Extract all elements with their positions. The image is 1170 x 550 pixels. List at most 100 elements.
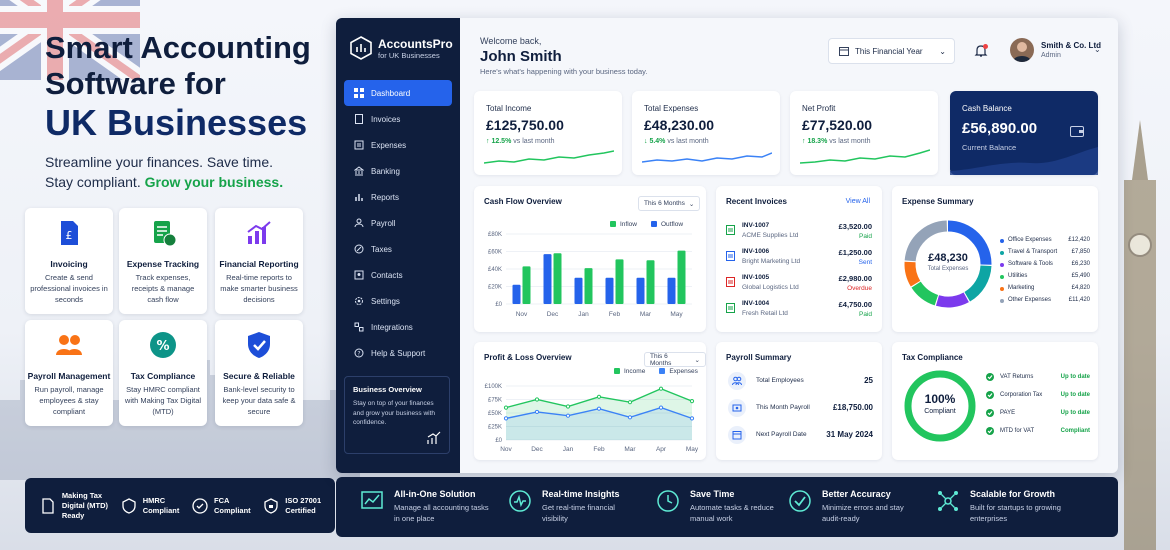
notifications-button[interactable] (974, 44, 988, 58)
check-icon (986, 427, 994, 435)
user-icon (354, 218, 364, 228)
x-tick-label: May (670, 311, 683, 318)
sidebar-item-help[interactable]: ? Help & Support (344, 340, 452, 366)
pnl-legend: Income Expenses (614, 368, 698, 375)
sidebar-item-invoices[interactable]: Invoices (344, 106, 452, 132)
badge-fca: FCA Compliant (191, 496, 251, 516)
expense-category: Software & Tools (1008, 261, 1053, 267)
y-tick-label: £60K (488, 250, 502, 256)
income-sparkline (484, 150, 614, 164)
invoice-row[interactable]: INV-1006 Bright Marketing Ltd £1,250.00 Sen… (726, 248, 872, 274)
invoice-doc-icon (726, 303, 735, 313)
x-tick-label: Dec (531, 446, 543, 453)
y-tick-label: £25K (488, 425, 502, 431)
avatar[interactable] (1010, 38, 1034, 62)
expense-amount: £7,850 (1071, 249, 1090, 255)
hero-title-accent: UK Businesses (45, 102, 308, 143)
growth-chart-icon (427, 431, 441, 444)
expense-amount: £4,820 (1071, 285, 1090, 291)
period-select[interactable]: This Financial Year ⌄ (828, 38, 955, 64)
calendar-icon (732, 431, 742, 440)
view-all-link[interactable]: View All (845, 198, 870, 205)
legend-dot (1000, 299, 1004, 303)
bar-inflow (584, 268, 593, 304)
file-icon (355, 114, 363, 124)
point-income (534, 397, 540, 402)
wallet-icon (1070, 126, 1084, 137)
invoice-id: INV-1007 (742, 222, 770, 229)
legend-dot (1000, 239, 1004, 243)
tax-status: Up to date (1060, 374, 1090, 380)
sidebar-item-payroll[interactable]: Payroll (344, 210, 452, 236)
welcome-block: Welcome back, John Smith Here's what's h… (480, 36, 648, 76)
donut-slice (904, 220, 948, 262)
bar-outflow (636, 277, 645, 304)
bar-inflow (646, 260, 655, 304)
sidebar-item-reports[interactable]: Reports (344, 184, 452, 210)
union-flag-graphic (0, 0, 140, 80)
expense-amount: £6,230 (1071, 261, 1090, 267)
compliance-center: 100% Compliant (924, 392, 956, 415)
invoice-row[interactable]: INV-1004 Fresh Retail Ltd £4,750.00 Paid (726, 300, 872, 326)
payroll-row-employees: Total Employees 25 (728, 372, 873, 394)
invoice-status: Paid (858, 311, 872, 318)
user-menu[interactable]: Smith & Co. Ltd Admin (1041, 41, 1101, 59)
invoice-company: Global Logistics Ltd (742, 284, 799, 291)
expense-category: Office Expenses (1008, 237, 1052, 243)
x-tick-label: Apr (656, 446, 667, 453)
point-expenses (596, 406, 602, 411)
bar-outflow (512, 284, 521, 304)
expense-summary-card: Expense Summary £48,230 Total Expenses O… (892, 186, 1098, 332)
document-icon (42, 497, 54, 514)
tax-status: Up to date (1060, 392, 1090, 398)
kpi-total-income: Total Income £125,750.00 ↑ 12.5% vs last… (474, 91, 622, 175)
feature-card-tax-compliance: % Tax Compliance Stay HMRC compliant wit… (119, 320, 207, 426)
tax-name: Corporation Tax (1000, 392, 1043, 398)
cash-flow-legend: Inflow Outflow (610, 221, 683, 228)
profit-sparkline (800, 149, 930, 164)
invoice-company: Bright Marketing Ltd (742, 258, 801, 265)
notification-dot (983, 44, 988, 49)
sidebar-item-contacts[interactable]: Contacts (344, 262, 452, 288)
donut-slice (904, 261, 921, 287)
sidebar-item-taxes[interactable]: Taxes (344, 236, 452, 262)
sidebar-item-settings[interactable]: Settings (344, 288, 452, 314)
app-logo[interactable]: AccountsPro for UK Businesses (350, 36, 453, 60)
user-chevron-icon[interactable]: ⌄ (1094, 45, 1101, 54)
cash-flow-range-select[interactable]: This 6 Months ⌄ (638, 196, 701, 211)
network-icon (938, 491, 958, 511)
invoice-company: ACME Supplies Ltd (742, 232, 799, 239)
invoice-id: INV-1006 (742, 248, 770, 255)
expense-category: Marketing (1008, 285, 1035, 291)
brand-sub: for UK Businesses (378, 50, 440, 60)
invoice-icon: £ (61, 221, 78, 245)
svg-text:?: ? (357, 350, 360, 357)
sidebar-item-expenses[interactable]: Expenses (344, 132, 452, 158)
expense-amount: £12,420 (1068, 237, 1090, 243)
point-income (658, 386, 664, 391)
sidebar-item-banking[interactable]: Banking (344, 158, 452, 184)
invoice-doc-icon (726, 277, 735, 287)
expense-category: Other Expenses (1008, 297, 1052, 303)
tax-status: Up to date (1060, 410, 1090, 416)
invoice-row[interactable]: INV-1007 ACME Supplies Ltd £3,520.00 Paid (726, 222, 872, 248)
tax-row: VAT Returns Up to date (986, 372, 1090, 386)
report-icon (355, 194, 363, 201)
tax-row: PAYE Up to date (986, 408, 1090, 422)
benefit-real-time: Real-time Insights Get real-time financia… (508, 489, 638, 524)
invoice-status: Paid (858, 233, 872, 240)
percent-icon (354, 244, 364, 254)
cash-wave-graphic (950, 147, 1098, 175)
x-tick-label: Mar (640, 311, 652, 318)
sidebar-item-dashboard[interactable]: Dashboard (344, 80, 452, 106)
pnl-range-select[interactable]: This 6 Months ⌄ (644, 352, 706, 367)
compliance-badges: Making Tax Digital (MTD) Ready HMRC Complia… (25, 478, 335, 533)
bar-outflow (543, 254, 552, 304)
feature-card-payroll: Payroll Management Run payroll, manage e… (25, 320, 113, 426)
sidebar-item-integrations[interactable]: Integrations (344, 314, 452, 340)
point-income (689, 399, 695, 404)
invoice-row[interactable]: INV-1005 Global Logistics Ltd £2,980.00 Ove… (726, 274, 872, 300)
hero-subtitle: Streamline your finances. Save time. Sta… (45, 154, 284, 190)
bar-chart-icon (247, 221, 271, 244)
invoice-status: Overdue (847, 285, 872, 292)
